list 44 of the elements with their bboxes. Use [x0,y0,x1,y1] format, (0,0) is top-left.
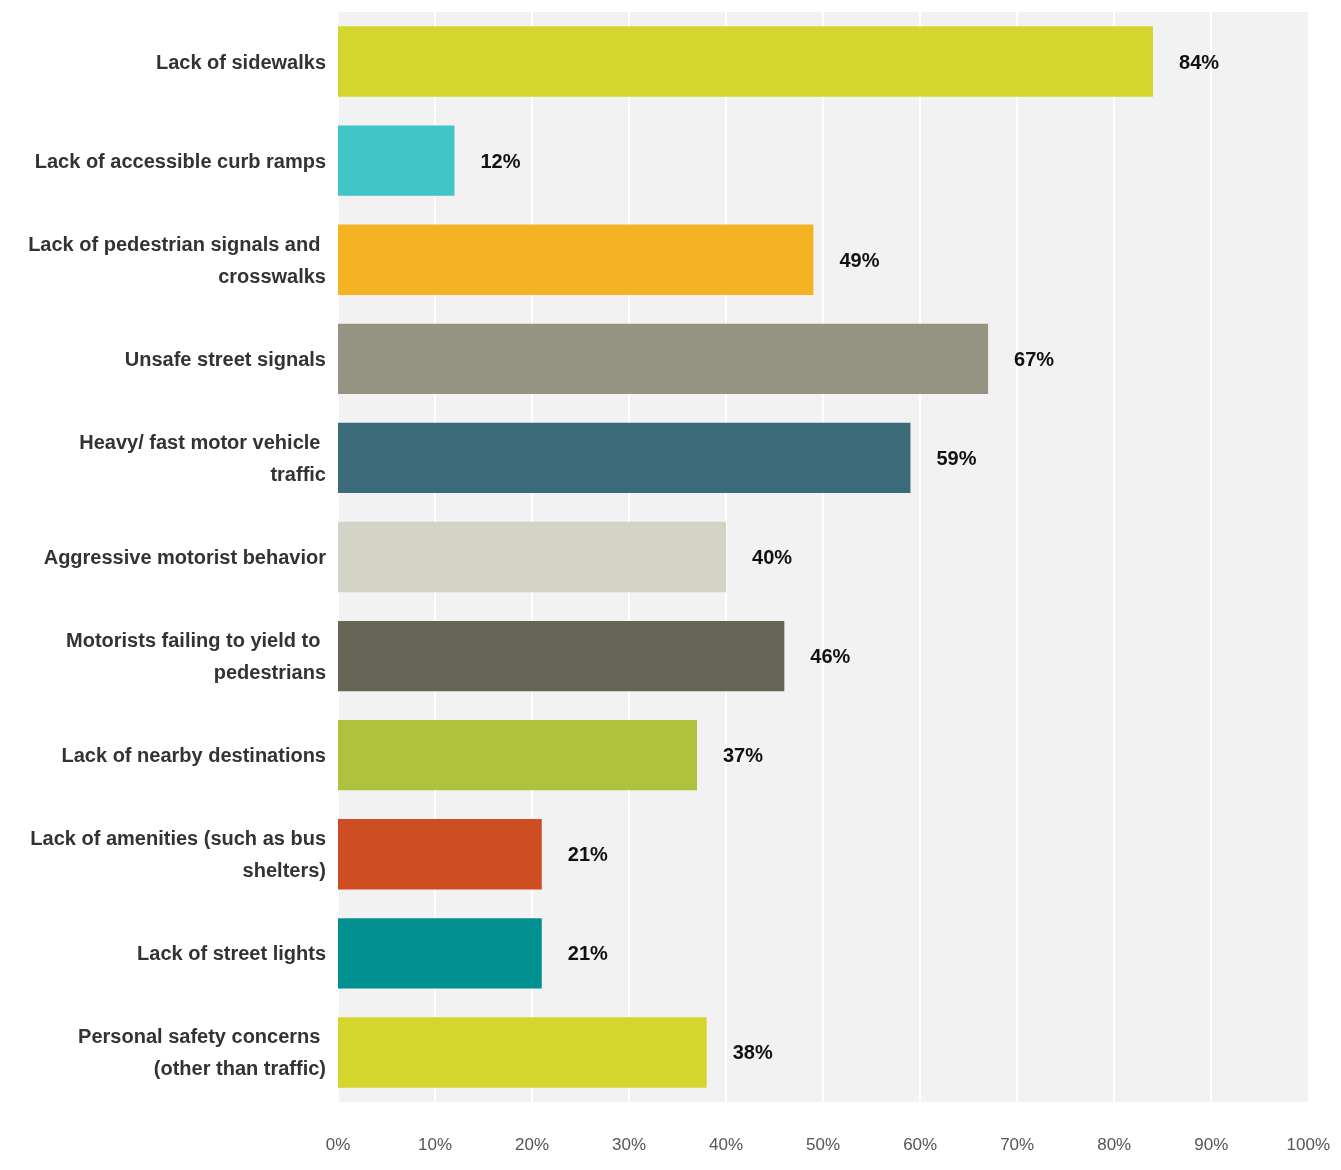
y-tick-label: Lack of sidewalks [155,50,326,73]
y-tick-label: Lack of street lights [137,942,326,965]
bar [338,1017,707,1088]
x-tick-label: 70% [1000,1135,1035,1154]
data-label: 46% [810,645,851,668]
data-label: 59% [936,446,977,469]
y-tick-label: Personal safety concerns (other than traffic) [78,1025,326,1080]
bar [338,26,1154,97]
data-label: 67% [1014,347,1055,370]
x-tick-label: 80% [1097,1135,1132,1154]
bar [338,125,455,196]
y-tick-label: Aggressive motorist behavior [43,546,327,568]
bar [338,422,911,494]
data-label: 40% [752,546,793,568]
y-tick-label: Motorists failing to yield to pedestrians [66,629,326,684]
x-tick-label: 20% [515,1135,550,1154]
data-label: 49% [839,248,880,271]
data-label: 84% [1179,50,1220,73]
x-tick-label: 0% [325,1135,351,1154]
x-tick-label: 50% [806,1135,841,1154]
data-label: 38% [732,1041,773,1064]
y-tick-label: Lack of accessible curb ramps [34,149,326,172]
bar [338,323,989,394]
x-tick-label: 40% [709,1135,744,1154]
x-tick-label: 90% [1194,1135,1229,1154]
x-tick-label: 30% [612,1135,647,1154]
y-tick-label: Heavy/ fast motor vehicle traffic [79,430,326,485]
bar [338,918,542,989]
bar [338,720,697,791]
bar [338,224,814,295]
data-label: 21% [567,843,608,866]
bar [338,819,542,890]
bar [338,521,727,593]
x-tick-label: 60% [903,1135,938,1154]
x-tick-label: 100% [1286,1135,1330,1154]
y-tick-label: Lack of nearby destinations [61,744,326,767]
y-tick-label: Lack of pedestrian signals and crosswalks [28,232,326,287]
x-tick-label: 10% [418,1135,453,1154]
y-tick-label: Unsafe street signals [124,347,326,370]
y-tick-label: Lack of amenities (such as bus shelters) [30,827,326,882]
bar [338,620,785,692]
data-label: 37% [723,744,764,767]
data-label: 12% [480,149,521,172]
data-label: 21% [567,942,608,965]
